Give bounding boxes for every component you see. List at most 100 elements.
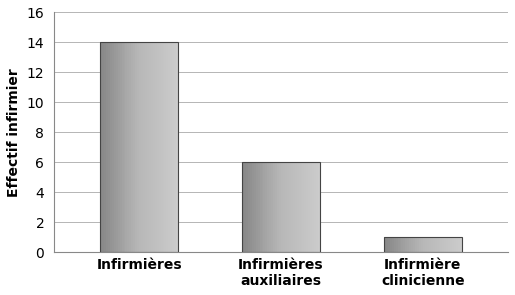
Bar <box>258 162 260 252</box>
Bar <box>110 42 112 252</box>
Bar <box>126 42 128 252</box>
Bar <box>277 162 279 252</box>
Bar <box>102 42 104 252</box>
Bar <box>267 162 269 252</box>
Bar <box>425 237 427 252</box>
Bar <box>119 42 122 252</box>
Bar <box>442 237 444 252</box>
Bar <box>154 42 157 252</box>
Bar <box>419 237 421 252</box>
Bar <box>386 237 388 252</box>
Bar <box>283 162 285 252</box>
Bar <box>157 42 159 252</box>
Bar <box>314 162 316 252</box>
Bar <box>444 237 447 252</box>
Bar <box>308 162 311 252</box>
Bar <box>289 162 291 252</box>
Bar <box>403 237 406 252</box>
Bar <box>114 42 116 252</box>
Bar <box>400 237 402 252</box>
Bar <box>384 237 462 252</box>
Bar <box>405 237 407 252</box>
Bar <box>407 237 409 252</box>
Bar <box>396 237 398 252</box>
Bar <box>147 42 149 252</box>
Bar <box>170 42 173 252</box>
Bar <box>112 42 114 252</box>
Bar <box>398 237 400 252</box>
Bar <box>393 237 396 252</box>
Bar <box>264 162 266 252</box>
Bar <box>265 162 268 252</box>
Bar <box>302 162 305 252</box>
Bar <box>244 162 246 252</box>
Bar <box>133 42 135 252</box>
Bar <box>440 237 443 252</box>
Bar <box>409 237 411 252</box>
Bar <box>458 237 460 252</box>
Bar <box>100 42 178 252</box>
Bar <box>447 237 449 252</box>
Bar <box>450 237 453 252</box>
Bar <box>139 42 141 252</box>
Bar <box>427 237 429 252</box>
Bar <box>390 237 392 252</box>
Bar <box>246 162 248 252</box>
Bar <box>448 237 451 252</box>
Bar <box>435 237 437 252</box>
Bar <box>173 42 175 252</box>
Bar <box>454 237 456 252</box>
Bar <box>402 237 404 252</box>
Bar <box>415 237 417 252</box>
Bar <box>295 162 297 252</box>
Bar <box>149 42 151 252</box>
Bar <box>301 162 303 252</box>
Bar <box>273 162 276 252</box>
Bar <box>299 162 301 252</box>
Bar <box>413 237 416 252</box>
Bar <box>279 162 281 252</box>
Bar <box>104 42 106 252</box>
Bar <box>255 162 258 252</box>
Bar <box>285 162 287 252</box>
Bar <box>384 237 386 252</box>
Bar <box>250 162 252 252</box>
Bar <box>431 237 433 252</box>
Bar <box>106 42 108 252</box>
Bar <box>293 162 295 252</box>
Bar <box>135 42 138 252</box>
Bar <box>137 42 140 252</box>
Bar <box>100 42 102 252</box>
Bar <box>164 42 167 252</box>
Bar <box>127 42 130 252</box>
Bar <box>275 162 278 252</box>
Bar <box>145 42 147 252</box>
Bar <box>124 42 126 252</box>
Bar <box>143 42 145 252</box>
Bar <box>318 162 320 252</box>
Bar <box>166 42 169 252</box>
Bar <box>304 162 306 252</box>
Bar <box>252 162 254 252</box>
Bar <box>260 162 262 252</box>
Bar <box>312 162 315 252</box>
Bar <box>269 162 271 252</box>
Bar <box>439 237 441 252</box>
Bar <box>108 42 110 252</box>
Bar <box>161 42 163 252</box>
Bar <box>254 162 256 252</box>
Bar <box>437 237 439 252</box>
Bar <box>129 42 132 252</box>
Bar <box>423 237 425 252</box>
Bar <box>460 237 462 252</box>
Bar <box>117 42 120 252</box>
Bar <box>310 162 313 252</box>
Y-axis label: Effectif infirmier: Effectif infirmier <box>7 68 21 197</box>
Bar <box>456 237 458 252</box>
Bar <box>271 162 273 252</box>
Bar <box>248 162 250 252</box>
Bar <box>287 162 289 252</box>
Bar <box>242 162 320 252</box>
Bar <box>281 162 283 252</box>
Bar <box>291 162 293 252</box>
